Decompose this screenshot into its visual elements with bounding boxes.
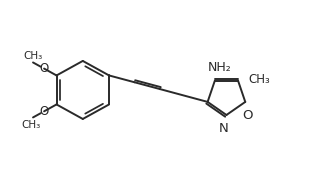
- Text: N: N: [219, 122, 229, 135]
- Text: CH₃: CH₃: [22, 120, 41, 130]
- Text: CH₃: CH₃: [24, 51, 43, 61]
- Text: CH₃: CH₃: [248, 73, 270, 86]
- Text: O: O: [40, 105, 49, 118]
- Text: O: O: [242, 109, 253, 122]
- Text: NH₂: NH₂: [208, 61, 232, 74]
- Text: O: O: [40, 62, 49, 75]
